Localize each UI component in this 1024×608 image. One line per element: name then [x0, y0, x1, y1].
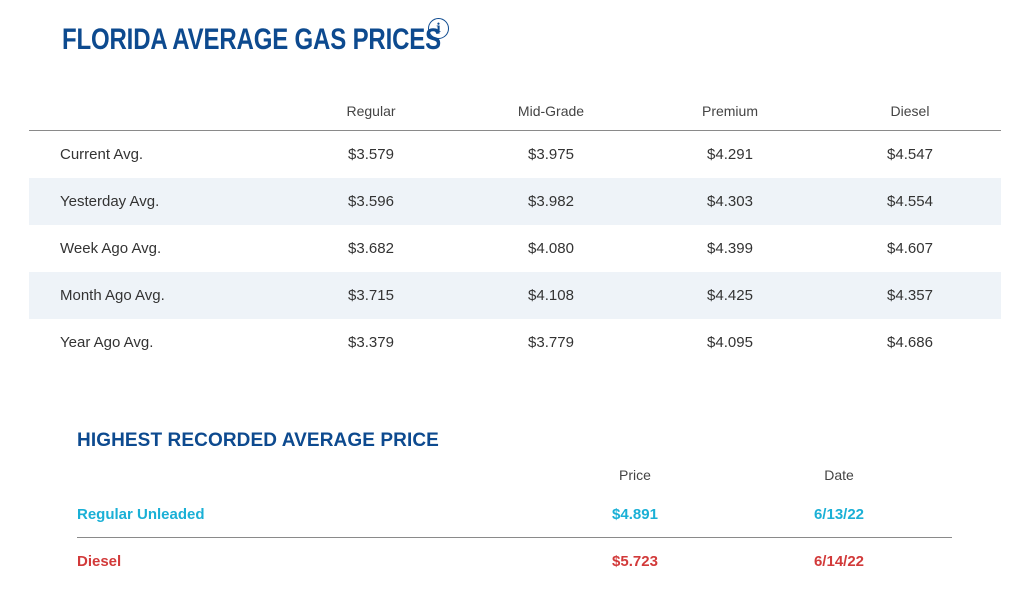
price-cell: $4.547	[887, 146, 933, 163]
price-cell: $3.975	[528, 146, 574, 163]
record-label: Diesel	[77, 552, 122, 570]
table-row: Week Ago Avg. $3.682 $4.080 $4.399 $4.60…	[29, 225, 1001, 272]
record-header-row: Price Date	[77, 458, 952, 492]
price-cell: $3.779	[528, 334, 574, 351]
page-header: FLORIDA AVERAGE GAS PRICES i	[62, 18, 536, 62]
row-label: Year Ago Avg.	[60, 334, 154, 351]
record-row-diesel: Diesel $5.723 6/14/22	[77, 538, 952, 584]
column-header-diesel: Diesel	[890, 103, 930, 119]
price-cell: $3.715	[348, 287, 394, 304]
column-header-premium: Premium	[701, 103, 758, 119]
record-date: 6/14/22	[813, 552, 865, 570]
price-cell: $4.399	[707, 240, 753, 257]
price-cell: $3.682	[348, 240, 394, 257]
record-price-table: Price Date Regular Unleaded $4.891 6/13/…	[77, 458, 952, 584]
page-title: FLORIDA AVERAGE GAS PRICES	[62, 23, 441, 56]
record-row-regular: Regular Unleaded $4.891 6/13/22	[77, 492, 952, 538]
price-cell: $4.554	[887, 193, 933, 210]
record-label: Regular Unleaded	[77, 506, 205, 523]
table-row: Yesterday Avg. $3.596 $3.982 $4.303 $4.5…	[29, 178, 1001, 225]
column-header-regular: Regular	[346, 103, 396, 119]
price-cell: $4.425	[707, 287, 753, 304]
record-section-title: HIGHEST RECORDED AVERAGE PRICE	[77, 430, 439, 451]
price-cell: $3.982	[528, 193, 574, 210]
price-cell: $4.291	[707, 146, 753, 163]
info-icon[interactable]: i	[428, 18, 449, 39]
price-cell: $4.095	[707, 334, 753, 351]
price-cell: $4.357	[887, 287, 933, 304]
table-row: Current Avg. $3.579 $3.975 $4.291 $4.547	[29, 131, 1001, 178]
record-price: $5.723	[612, 552, 658, 570]
table-row: Month Ago Avg. $3.715 $4.108 $4.425 $4.3…	[29, 272, 1001, 319]
column-header-price: Price	[619, 467, 651, 483]
price-cell: $3.596	[348, 193, 394, 210]
price-cell: $3.579	[348, 146, 394, 163]
gas-price-table: Regular Mid-Grade Premium Diesel Current…	[29, 94, 1001, 366]
column-header-mid-grade: Mid-Grade	[517, 103, 585, 119]
column-header-date: Date	[824, 467, 854, 483]
record-price: $4.891	[612, 506, 658, 523]
table-row: Year Ago Avg. $3.379 $3.779 $4.095 $4.68…	[29, 319, 1001, 366]
price-cell: $4.686	[887, 334, 933, 351]
row-label: Month Ago Avg.	[60, 287, 165, 304]
row-label: Week Ago Avg.	[60, 240, 162, 257]
table-header-row: Regular Mid-Grade Premium Diesel	[29, 94, 1001, 131]
record-date: 6/13/22	[813, 506, 865, 523]
price-cell: $4.108	[528, 287, 574, 304]
row-label: Yesterday Avg.	[60, 193, 160, 210]
row-label: Current Avg.	[60, 146, 144, 163]
price-cell: $4.080	[528, 240, 574, 257]
price-cell: $3.379	[348, 334, 394, 351]
price-cell: $4.303	[707, 193, 753, 210]
price-cell: $4.607	[887, 240, 933, 257]
